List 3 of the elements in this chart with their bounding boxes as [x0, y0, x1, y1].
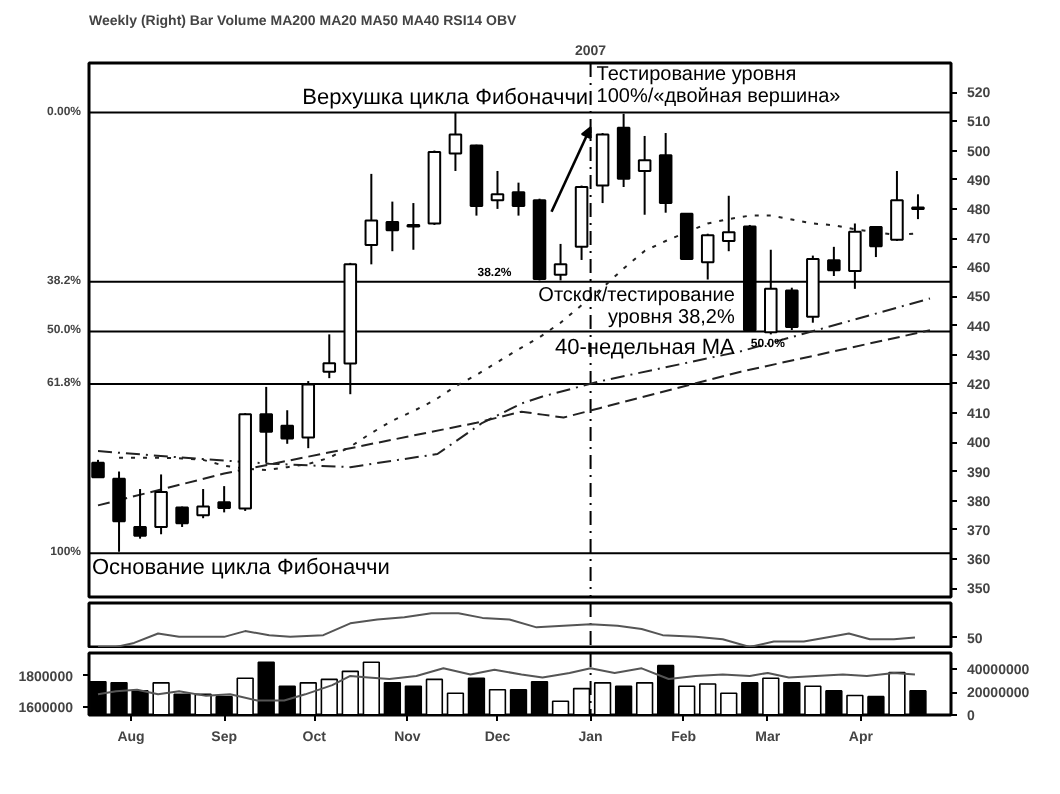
annotation: Тестирование уровня 100%/«двойная вершина» [596, 64, 842, 109]
annotation: Верхушка цикла Фибоначчи [302, 85, 589, 110]
annotation: Основание цикла Фибоначчи [92, 556, 390, 581]
